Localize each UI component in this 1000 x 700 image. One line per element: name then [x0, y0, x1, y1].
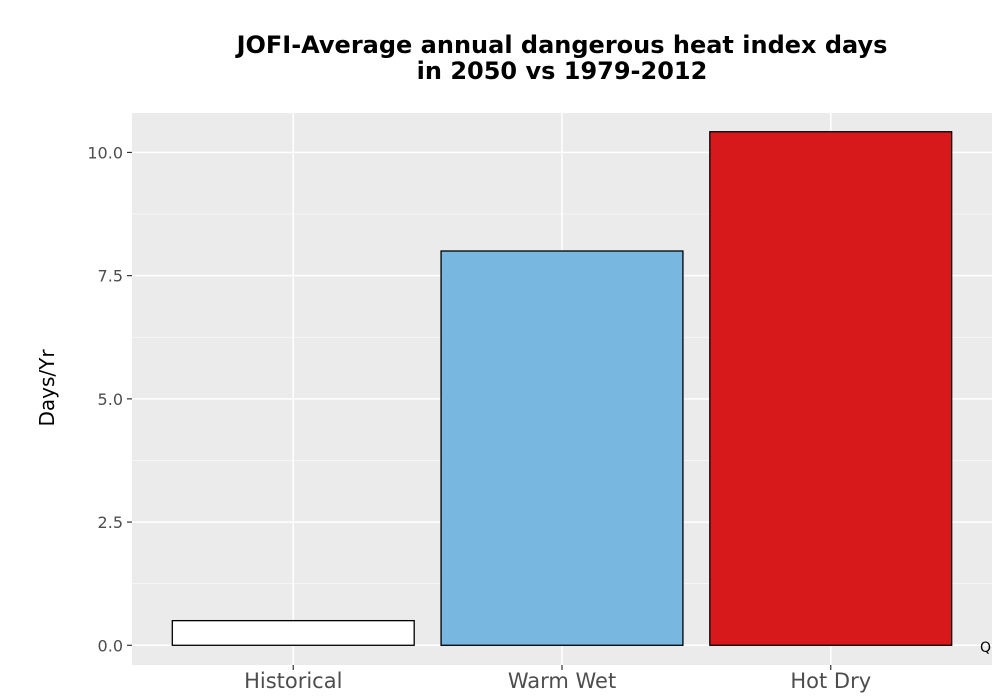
- y-tick-label: 0.0: [98, 636, 123, 655]
- x-tick-label: Historical: [244, 669, 342, 693]
- bar-hot-dry: [709, 131, 953, 646]
- y-tick-label: 5.0: [98, 390, 123, 409]
- y-tick-label: 10.0: [87, 143, 123, 162]
- corner-annotation: Q: [980, 640, 992, 656]
- chart-title-line-2: in 2050 vs 1979-2012: [416, 57, 708, 85]
- bar-warm-wet: [440, 250, 684, 646]
- x-tick-label: Hot Dry: [790, 669, 871, 693]
- y-tick-label: 2.5: [98, 513, 123, 532]
- chart-title-line-1: JOFI-Average annual dangerous heat index…: [236, 31, 888, 59]
- y-tick-label: 7.5: [98, 267, 123, 286]
- x-tick-label: Warm Wet: [508, 669, 616, 693]
- bar-historical: [171, 619, 415, 646]
